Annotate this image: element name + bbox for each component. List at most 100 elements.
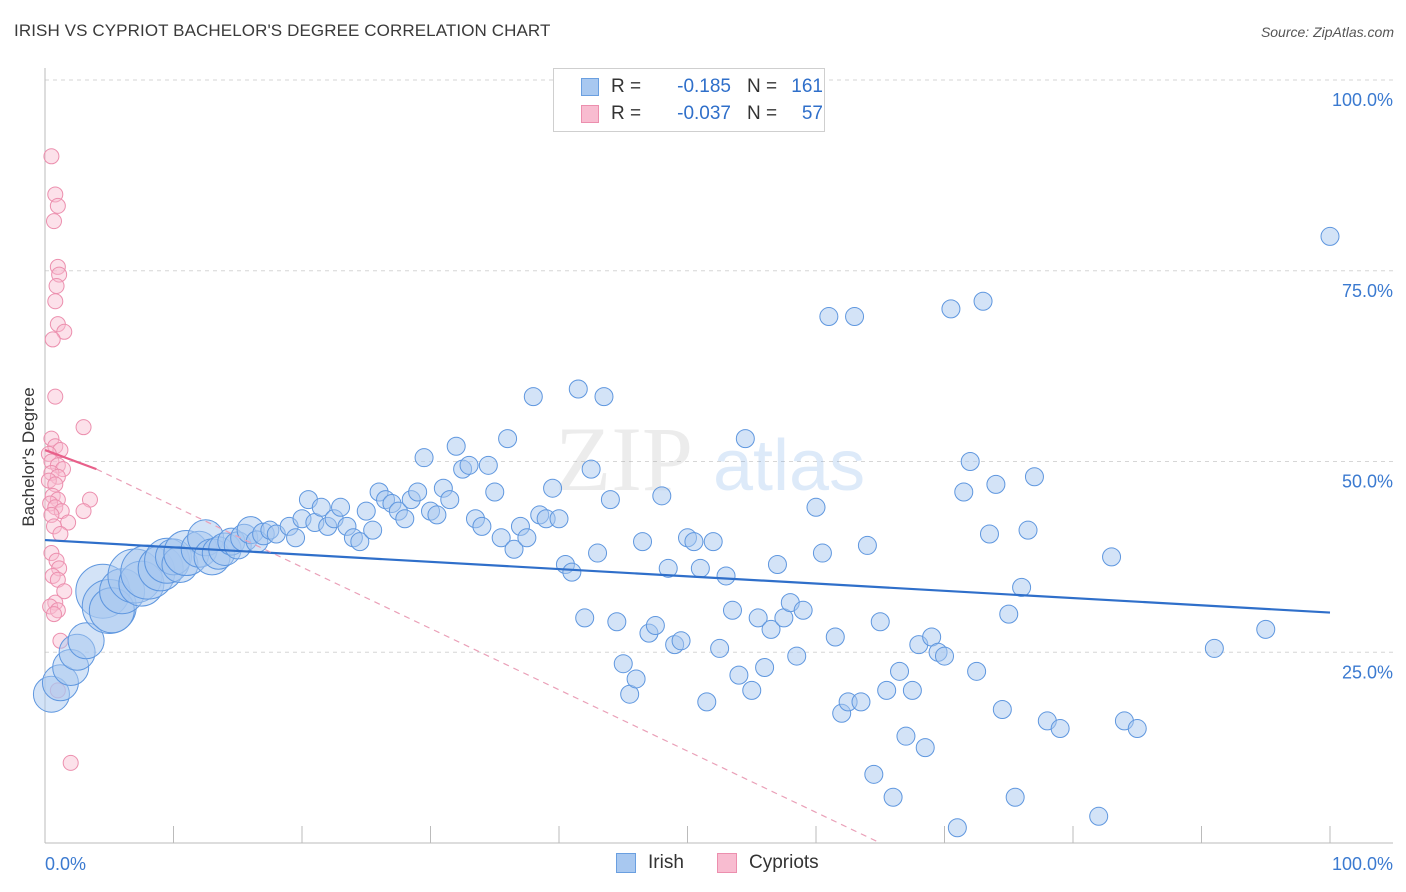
y-tick-label: 75.0% [1342, 281, 1393, 301]
series-legend-cypriots[interactable]: Cypriots [717, 852, 819, 874]
legend-n-label: N = [747, 76, 778, 97]
irish-point [652, 486, 672, 506]
irish-point [954, 482, 974, 502]
cypriots-point [48, 278, 65, 295]
legend-r-label: R = [611, 103, 642, 124]
cypriots-label: Cypriots [749, 852, 819, 873]
irish-point [575, 608, 595, 628]
irish-point [459, 455, 479, 475]
watermark: ZIP atlas [555, 408, 865, 510]
legend-row-cypriots: R = -0.037 N = 57 [554, 101, 823, 127]
x-tick-label: 0.0% [45, 854, 86, 874]
cypriots-point [44, 331, 61, 348]
irish-point [742, 680, 762, 700]
stats-legend: R = -0.185 N = 161 R = -0.037 N = 57 [553, 68, 825, 132]
irish-point [626, 669, 646, 689]
legend-swatch-cypriots [581, 105, 599, 123]
irish-point [600, 490, 620, 510]
irish-points [32, 226, 1340, 838]
irish-point [356, 501, 376, 521]
cypriots-point [52, 525, 69, 542]
y-axis-label: Bachelor's Degree [19, 387, 38, 526]
cypriots-point [42, 598, 59, 615]
irish-point [311, 497, 331, 517]
legend-n-label: N = [747, 103, 778, 124]
irish-point [690, 558, 710, 578]
x-tick-label: 100.0% [1332, 854, 1393, 874]
chart-title: IRISH VS CYPRIOT BACHELOR'S DEGREE CORRE… [14, 21, 551, 40]
irish-point [581, 459, 601, 479]
irish-point [633, 532, 653, 552]
tick-labels: 100.0% 75.0% 50.0% 25.0% 0.0% 100.0% [45, 90, 1393, 874]
series-legend-irish[interactable]: Irish [616, 852, 684, 874]
cypriots-point [45, 606, 62, 623]
cypriots-point [75, 419, 92, 436]
irish-point [67, 622, 105, 660]
irish-point [857, 535, 877, 555]
irish-point [588, 543, 608, 563]
legend-row-irish: R = -0.185 N = 161 [554, 74, 823, 100]
irish-point [915, 738, 935, 758]
irish-point [870, 612, 890, 632]
y-tick-label: 50.0% [1342, 472, 1393, 492]
irish-point [478, 455, 498, 475]
irish-point [890, 661, 910, 681]
cypriots-point [43, 148, 60, 165]
irish-swatch [616, 853, 636, 873]
irish-point [729, 665, 749, 685]
irish-point [1204, 638, 1224, 658]
irish-point [1089, 806, 1109, 826]
irish-point [967, 661, 987, 681]
irish-point [543, 478, 563, 498]
axes [44, 68, 1393, 844]
cypriots-point [56, 583, 73, 600]
legend-n-value: 161 [791, 76, 823, 97]
cypriots-point [49, 197, 66, 214]
irish-point [395, 509, 415, 529]
irish-point [549, 509, 569, 529]
trend-lines [44, 449, 1331, 844]
irish-point [472, 516, 492, 536]
irish-point [755, 658, 775, 678]
y-tick-label: 100.0% [1332, 90, 1393, 110]
irish-point [787, 646, 807, 666]
irish-point [594, 387, 614, 407]
series-legend: Irish Cypriots [0, 852, 1406, 876]
irish-point [414, 448, 434, 468]
irish-point [517, 528, 537, 548]
irish-point [440, 490, 460, 510]
irish-point [748, 608, 768, 628]
source-label: Source: ZipAtlas.com [1260, 24, 1394, 40]
irish-point [1018, 520, 1038, 540]
irish-point [722, 600, 742, 620]
grid-lines [45, 79, 1393, 653]
irish-point [883, 787, 903, 807]
irish-point [845, 307, 865, 327]
irish-point [819, 307, 839, 327]
irish-point [979, 524, 999, 544]
cypriots-point [62, 754, 79, 771]
cypriots-trend-extension [96, 468, 881, 844]
irish-point [1005, 787, 1025, 807]
irish-point [806, 497, 826, 517]
irish-point [1127, 719, 1147, 739]
irish-point [1102, 547, 1122, 567]
irish-point [446, 436, 466, 456]
irish-point [658, 558, 678, 578]
irish-point [935, 646, 954, 666]
irish-point [697, 692, 717, 712]
legend-r-value: -0.185 [677, 76, 731, 97]
irish-point [350, 532, 370, 552]
irish-point [812, 543, 832, 563]
irish-point [902, 680, 922, 700]
irish-point [703, 532, 723, 552]
irish-point [761, 619, 781, 639]
cypriots-points [40, 148, 98, 771]
irish-point [671, 631, 691, 651]
irish-point [286, 528, 306, 548]
irish-point [973, 291, 993, 311]
watermark-atlas: atlas [713, 426, 865, 506]
cypriots-point [56, 323, 73, 340]
cypriots-point [43, 430, 60, 447]
